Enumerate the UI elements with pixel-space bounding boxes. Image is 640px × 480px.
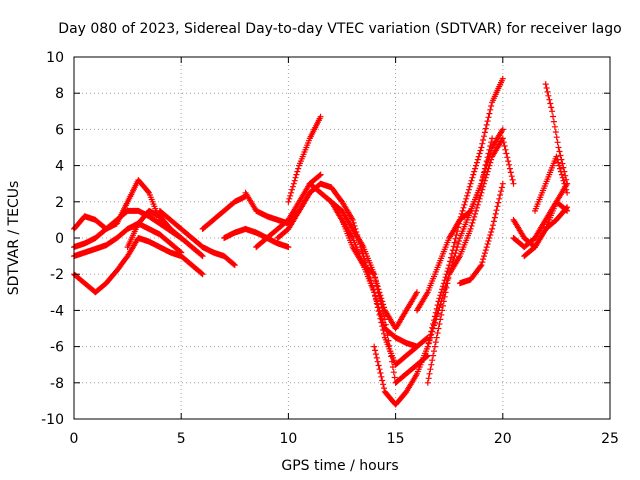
data-points [71, 75, 571, 408]
x-tick-label: 25 [601, 431, 619, 447]
series-track-19 [414, 135, 496, 314]
series-track-4-markers [71, 177, 163, 232]
series-track-19-markers [414, 135, 496, 314]
series-track-22 [510, 198, 571, 251]
series-track-24-markers [542, 81, 571, 187]
x-tick-label: 5 [177, 431, 186, 447]
x-tick-label: 20 [494, 431, 512, 447]
y-tick-label: 6 [55, 122, 64, 138]
series-track-6 [156, 207, 238, 269]
series-track-15-markers [339, 216, 431, 386]
y-tick-label: -8 [50, 376, 64, 392]
y-tick-label: 2 [55, 195, 64, 211]
series-track-4 [71, 177, 163, 232]
series-track-11-markers [285, 113, 324, 205]
grid-lines [74, 57, 610, 419]
series-track-25 [532, 153, 571, 214]
series-track-7-markers [199, 193, 249, 232]
x-tick-label: 10 [279, 431, 297, 447]
series-track-25-markers [532, 153, 571, 214]
series-track-17 [424, 126, 506, 386]
series-track-20-markers [456, 180, 506, 287]
series-track-15 [339, 216, 431, 386]
y-tick-label: -10 [41, 412, 64, 428]
series-track-7 [199, 193, 249, 232]
series-track-24 [542, 81, 571, 187]
y-tick-label: 8 [55, 86, 64, 102]
y-tick-label: -6 [50, 340, 64, 356]
series-track-10-markers [253, 171, 324, 251]
x-tick-label: 0 [70, 431, 79, 447]
y-tick-label: 10 [46, 50, 64, 66]
y-axis-label: SDTVAR / TECUs [6, 181, 22, 296]
x-axis-label: GPS time / hours [281, 458, 398, 474]
series-track-17-markers [424, 126, 506, 386]
series-track-5 [124, 207, 206, 260]
series-track-10 [253, 171, 324, 251]
y-tick-label: -2 [50, 267, 64, 283]
y-tick-label: 4 [55, 159, 64, 175]
series-track-5-markers [124, 207, 206, 260]
series-track-23 [521, 204, 571, 260]
chart-title: Day 080 of 2023, Sidereal Day-to-day VTE… [58, 21, 621, 37]
series-track-11 [285, 113, 324, 205]
series-track-22-markers [510, 198, 571, 251]
y-tick-label: 0 [55, 231, 64, 247]
series-track-6-markers [156, 207, 238, 269]
series-track-18-markers [424, 135, 517, 350]
series-track-18 [424, 135, 517, 350]
axis-ticks: 0 5 10 15 20 25 -10 -8 -6 -4 -2 0 2 4 6 8 10 [41, 50, 619, 447]
x-tick-label: 15 [387, 431, 405, 447]
series-track-20 [456, 180, 506, 287]
series-track-23-markers [521, 204, 571, 260]
y-tick-label: -4 [50, 303, 64, 319]
